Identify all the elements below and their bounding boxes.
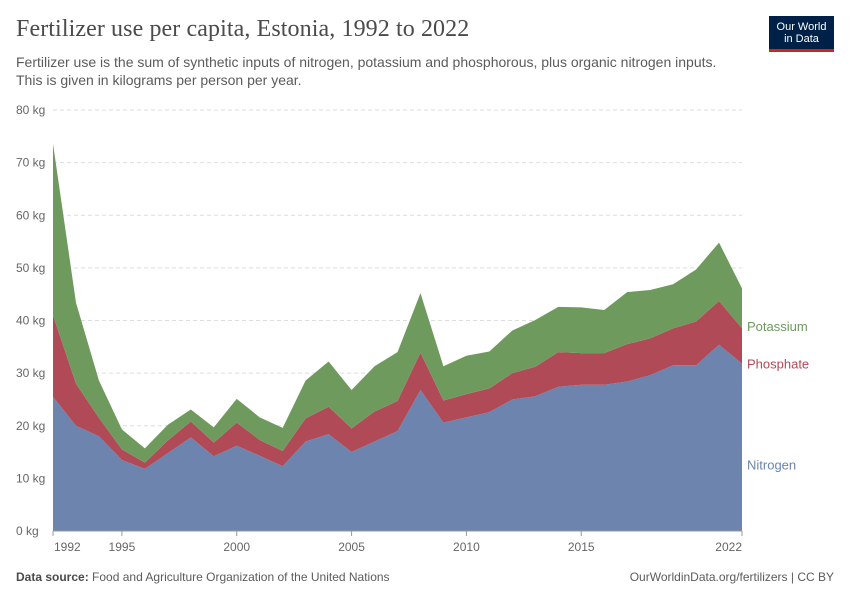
x-tick-label: 1995 [109,540,136,554]
logo-line-1: Our World [776,21,827,33]
x-tick-label: 2005 [338,540,365,554]
data-source: Data source: Food and Agriculture Organi… [16,570,390,584]
area-potassium[interactable] [53,143,742,463]
license-link[interactable]: OurWorldinData.org/fertilizers | CC BY [629,570,834,584]
x-tick-label: 2022 [715,540,742,554]
y-tick-label: 80 kg [16,103,45,117]
series-label-phosphate[interactable]: Phosphate [747,356,809,371]
area-phosphate[interactable] [53,301,742,469]
x-tick-label: 2010 [453,540,480,554]
x-tick-label: 1992 [54,540,81,554]
y-tick-label: 20 kg [16,419,45,433]
chart-title: Fertilizer use per capita, Estonia, 1992… [16,16,470,42]
y-tick-label: 70 kg [16,156,45,170]
area-nitrogen[interactable] [53,344,742,531]
x-tick-label: 2000 [223,540,250,554]
y-tick-label: 30 kg [16,366,45,380]
y-tick-label: 0 kg [16,524,39,538]
series-label-potassium[interactable]: Potassium [747,319,808,334]
y-tick-label: 50 kg [16,261,45,275]
x-tick-label: 2015 [568,540,595,554]
data-source-label: Data source: [16,570,89,584]
y-tick-label: 60 kg [16,208,45,222]
series-label-nitrogen[interactable]: Nitrogen [747,458,796,473]
chart-subtitle: Fertilizer use is the sum of synthetic i… [16,54,717,88]
y-tick-label: 40 kg [16,314,45,328]
logo-line-2: in Data [784,33,819,45]
data-source-text[interactable]: Food and Agriculture Organization of the… [92,570,390,584]
y-tick-label: 10 kg [16,471,45,485]
owid-logo[interactable]: Our World in Data [769,16,834,52]
